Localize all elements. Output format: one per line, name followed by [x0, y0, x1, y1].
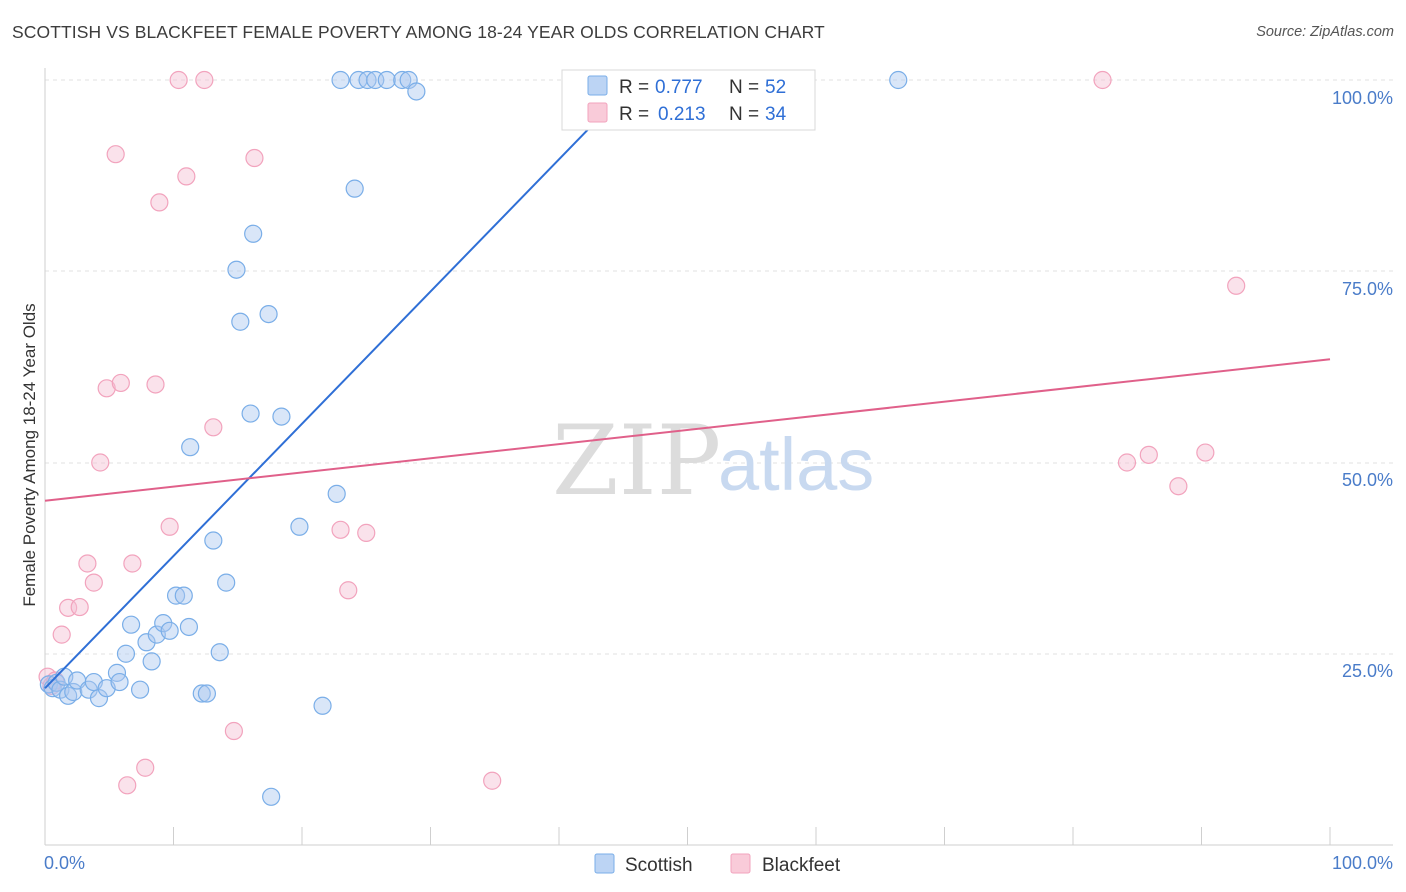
scottish-point-13 — [110, 672, 129, 692]
blackfeet-point-31 — [1196, 443, 1215, 462]
blackfeet-point-6 — [78, 554, 97, 573]
scottish-point-10 — [89, 689, 109, 708]
scottish-point-27 — [181, 438, 200, 457]
scottish-point-37 — [262, 787, 281, 806]
legend-swatch-blackfeet — [587, 102, 608, 123]
bottom-legend: Scottish Blackfeet — [594, 853, 841, 876]
y-tick-label-75: 75.0% — [1342, 279, 1393, 299]
scottish-point-29 — [210, 643, 229, 662]
legend-scottish-r-label: R = — [619, 77, 649, 98]
blackfeet-point-16 — [150, 193, 169, 212]
scottish-point-51 — [889, 70, 908, 90]
blackfeet-point-30 — [1169, 477, 1188, 496]
y-tick-label-100: 100.0% — [1332, 88, 1393, 108]
legend-blackfeet-n-value: 34 — [765, 104, 787, 125]
blackfeet-point-22 — [224, 721, 243, 741]
blackfeet-point-18 — [177, 167, 196, 186]
blackfeet-point-25 — [339, 581, 358, 600]
legend-blackfeet-n-label: N = — [729, 104, 759, 125]
scottish-point-38 — [290, 517, 309, 536]
y-tick-label-25: 25.0% — [1342, 661, 1393, 681]
bottom-legend-label-blackfeet: Blackfeet — [762, 855, 841, 876]
blackfeet-point-3 — [52, 625, 71, 644]
scottish-point-32 — [231, 312, 250, 331]
gridlines — [45, 79, 1393, 655]
watermark-zip: ZIP — [552, 405, 721, 517]
trend-line-blackfeet — [44, 358, 1331, 502]
blackfeet-point-15 — [146, 375, 165, 394]
blackfeet-point-8 — [91, 453, 110, 472]
blackfeet-point-33 — [1227, 276, 1246, 295]
scottish-point-34 — [241, 404, 260, 423]
bottom-legend-swatch-blackfeet — [730, 853, 751, 874]
scottish-point-24 — [179, 617, 199, 637]
legend-scottish-n-label: N = — [729, 77, 759, 98]
blackfeet-point-12 — [118, 776, 137, 795]
legend-box: R = 0.777 N = 52 R = 0.213 N = 34 — [561, 69, 816, 131]
blackfeet-point-9 — [97, 379, 116, 398]
scottish-point-49 — [407, 82, 426, 101]
blackfeet-point-14 — [136, 758, 155, 777]
blackfeet-point-28 — [1117, 453, 1137, 472]
blackfeet-point-24 — [331, 520, 350, 539]
scottish-point-18 — [142, 652, 161, 671]
blackfeet-point-11 — [111, 373, 130, 393]
blackfeet-point-5 — [70, 597, 89, 617]
scottish-point-22 — [166, 586, 186, 605]
blackfeet-point-19 — [169, 70, 188, 90]
x-tick-label-max: 100.0% — [1332, 853, 1393, 873]
blackfeet-point-23 — [245, 148, 264, 168]
scottish-point-15 — [121, 615, 141, 634]
y-axis-title: Female Poverty Among 18-24 Year Olds — [20, 303, 39, 606]
blackfeet-point-17 — [160, 517, 179, 536]
series-blackfeet — [38, 70, 1246, 795]
blackfeet-point-13 — [123, 554, 142, 573]
blackfeet-point-32 — [1093, 70, 1112, 90]
scottish-point-44 — [358, 70, 377, 90]
chart-source: Source: ZipAtlas.com — [1256, 24, 1394, 40]
legend-scottish-n-value: 52 — [765, 77, 786, 98]
trend-line-scottish — [44, 79, 637, 689]
scottish-point-6 — [64, 682, 83, 702]
scottish-point-28 — [204, 531, 223, 550]
legend-scottish-r-value: 0.777 — [655, 77, 703, 98]
scottish-point-46 — [377, 70, 396, 90]
scottish-point-40 — [327, 484, 346, 503]
x-axis-ticks — [44, 827, 1331, 845]
blackfeet-point-21 — [204, 418, 223, 437]
scottish-point-41 — [345, 179, 364, 198]
blackfeet-point-7 — [84, 573, 103, 592]
bottom-legend-swatch-scottish — [594, 853, 615, 874]
scottish-point-31 — [227, 260, 246, 279]
y-tick-label-50: 50.0% — [1342, 470, 1393, 490]
scottish-point-23 — [174, 586, 193, 605]
x-tick-label-min: 0.0% — [44, 853, 85, 873]
scottish-point-30 — [217, 573, 236, 592]
scottish-point-36 — [272, 407, 291, 426]
chart-title: SCOTTISH VS BLACKFEET FEMALE POVERTY AMO… — [12, 22, 825, 42]
scottish-point-26 — [197, 684, 217, 703]
legend-blackfeet-r-label: R = — [619, 104, 649, 125]
blackfeet-point-10 — [106, 145, 125, 164]
scottish-point-47 — [393, 70, 412, 90]
scottish-point-33 — [244, 224, 263, 243]
scottish-point-39 — [313, 696, 332, 715]
blackfeet-point-27 — [483, 771, 502, 790]
scottish-point-35 — [259, 304, 278, 324]
blackfeet-point-26 — [357, 523, 376, 542]
bottom-legend-label-scottish: Scottish — [625, 855, 693, 876]
blackfeet-point-29 — [1139, 445, 1158, 464]
scottish-point-21 — [160, 621, 179, 640]
scottish-point-14 — [116, 644, 136, 663]
watermark-atlas: atlas — [718, 423, 874, 506]
legend-blackfeet-r-value: 0.213 — [658, 104, 706, 125]
scottish-point-25 — [192, 684, 211, 703]
blackfeet-point-20 — [195, 70, 214, 90]
scottish-point-16 — [130, 680, 150, 699]
scottish-point-42 — [331, 70, 350, 90]
legend-swatch-scottish — [587, 75, 608, 96]
scottish-point-17 — [137, 633, 156, 652]
